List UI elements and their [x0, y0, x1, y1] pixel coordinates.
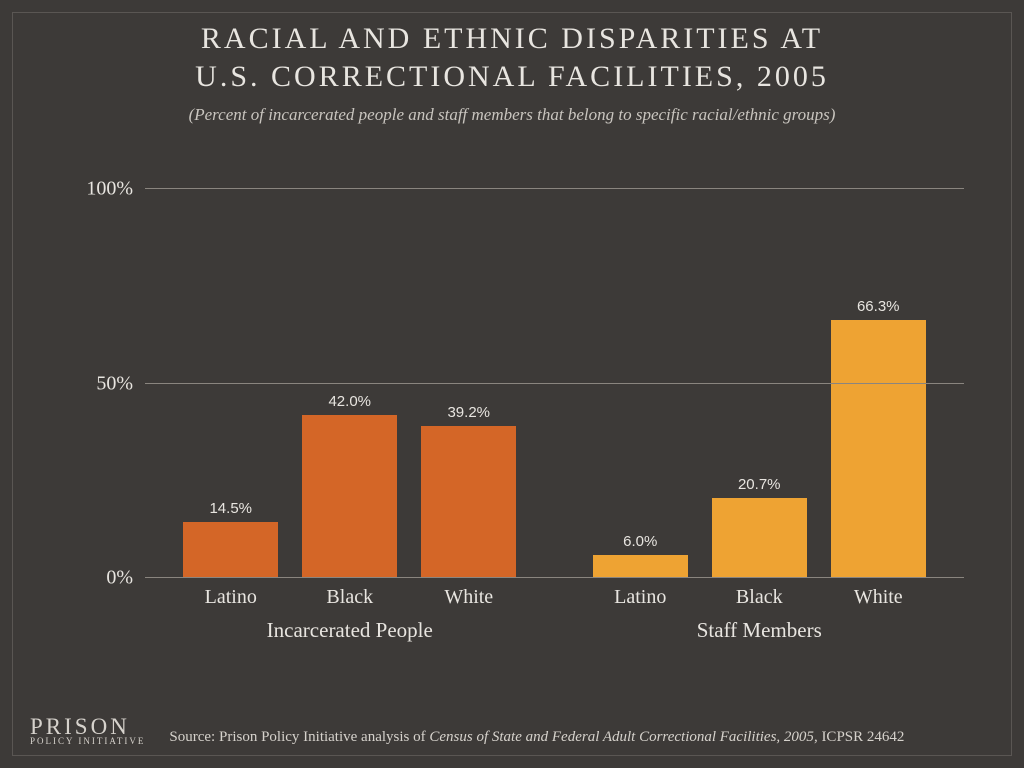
bar-value-label: 66.3%	[857, 298, 900, 315]
bar-value-label: 6.0%	[623, 533, 657, 550]
footer: PRISON POLICY INITIATIVE Source: Prison …	[30, 716, 994, 746]
gridline	[145, 188, 964, 189]
category-label: Latino	[614, 586, 666, 609]
chart-area: 14.5%Latino42.0%Black39.2%White6.0%Latin…	[75, 170, 974, 648]
bar-group: 6.0%Latino 20.7%Black 66.3%White	[555, 170, 965, 578]
gridline	[145, 383, 964, 384]
group-label: Incarcerated People	[145, 618, 555, 648]
logo: PRISON POLICY INITIATIVE	[30, 716, 145, 746]
y-tick-label: 0%	[106, 567, 133, 590]
bar-column: 66.3%White	[831, 298, 926, 578]
bar-column: 39.2%White	[421, 404, 516, 578]
category-label: White	[854, 586, 903, 609]
bar-column: 14.5%Latino	[183, 500, 278, 578]
bar-column: 42.0%Black	[302, 393, 397, 578]
source-italic: Census of State and Federal Adult Correc…	[429, 729, 814, 745]
bar-rect	[831, 320, 926, 578]
bar-rect	[593, 555, 688, 578]
category-label: Black	[736, 586, 783, 609]
category-label: Latino	[205, 586, 257, 609]
source-suffix: , ICPSR 24642	[814, 729, 904, 745]
bar-group: 14.5%Latino 42.0%Black 39.2%White	[145, 170, 555, 578]
bar-value-label: 42.0%	[328, 393, 371, 410]
source-text: Source: Prison Policy Initiative analysi…	[169, 729, 994, 746]
bar-rect	[421, 426, 516, 578]
category-label: White	[444, 586, 493, 609]
gridline	[145, 577, 964, 578]
plot-area: 14.5%Latino 42.0%Black 39.2%White 6.0%Latin…	[145, 170, 964, 578]
bar-column: 6.0%Latino	[593, 533, 688, 578]
bar-value-label: 20.7%	[738, 476, 781, 493]
bar-rect	[183, 522, 278, 578]
group-labels-row: Incarcerated PeopleStaff Members	[145, 618, 964, 648]
bars-container: 14.5%Latino 42.0%Black 39.2%White 6.0%Latin…	[145, 170, 964, 578]
y-tick-label: 100%	[86, 178, 133, 201]
group-label: Staff Members	[555, 618, 965, 648]
logo-line-2: POLICY INITIATIVE	[30, 737, 145, 746]
logo-line-1: PRISON	[30, 716, 145, 738]
bar-value-label: 14.5%	[209, 500, 252, 517]
source-prefix: Source: Prison Policy Initiative analysi…	[169, 729, 429, 745]
category-label: Black	[326, 586, 373, 609]
bar-rect	[712, 498, 807, 578]
y-tick-label: 50%	[96, 372, 133, 395]
bar-value-label: 39.2%	[447, 404, 490, 421]
bar-rect	[302, 415, 397, 578]
bar-column: 20.7%Black	[712, 476, 807, 578]
